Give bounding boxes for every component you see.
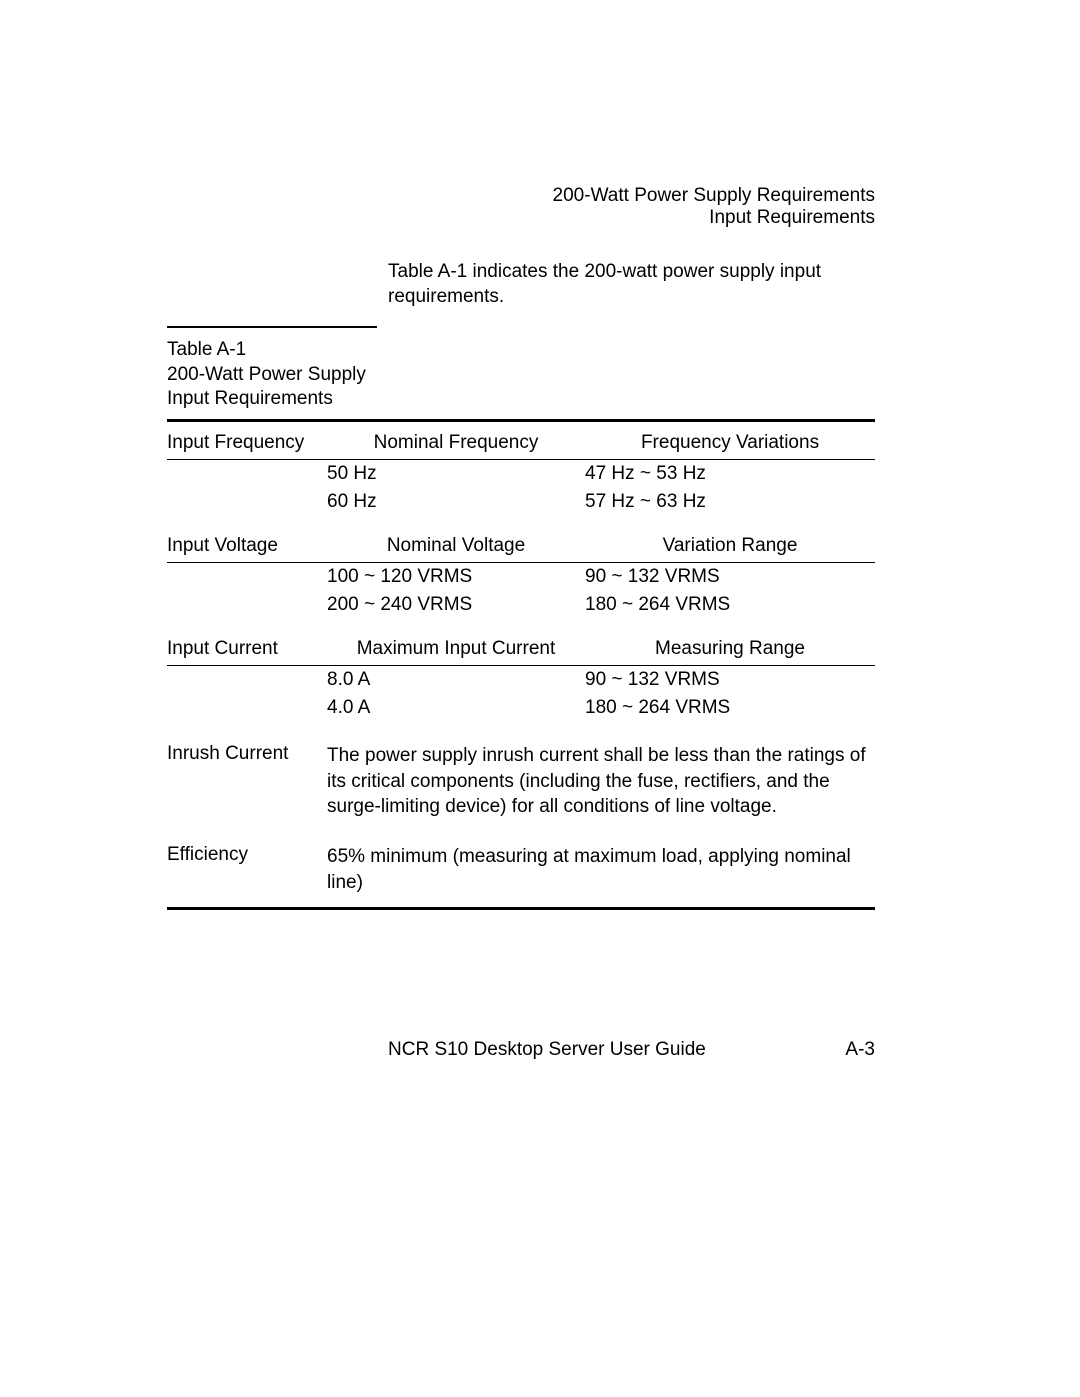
cell-value: 4.0 A [327,694,585,731]
table-caption-title: 200-Watt Power Supply Input Requirements [167,364,366,410]
table-row: Inrush Current The power supply inrush c… [167,731,875,832]
cell-value: 180 ~ 264 VRMS [585,591,875,628]
table-row: 60 Hz 57 Hz ~ 63 Hz [167,488,875,525]
table-caption: Table A-1 200-Watt Power Supply Input Re… [167,326,377,412]
cell-value: 65% minimum (measuring at maximum load, … [327,832,875,909]
cell-value: 60 Hz [327,488,585,525]
table-row: Input Frequency Nominal Frequency Freque… [167,421,875,460]
cell-value: 57 Hz ~ 63 Hz [585,488,875,525]
page-header: 200-Watt Power Supply Requirements Input… [553,185,875,229]
cell-value: 50 Hz [327,460,585,489]
header-title: 200-Watt Power Supply Requirements [553,185,875,207]
table-caption-number: Table A-1 [167,339,246,360]
table-row: Input Current Maximum Input Current Meas… [167,628,875,666]
column-header: Nominal Voltage [327,525,585,563]
cell-value: 8.0 A [327,666,585,695]
section-label: Input Frequency [167,421,327,460]
cell-value: 180 ~ 264 VRMS [585,694,875,731]
column-header: Variation Range [585,525,875,563]
cell-value: 90 ~ 132 VRMS [585,666,875,695]
section-label: Input Voltage [167,525,327,563]
column-header: Maximum Input Current [327,628,585,666]
section-label: Efficiency [167,832,327,909]
requirements-table: Input Frequency Nominal Frequency Freque… [167,419,875,910]
table-row: Input Voltage Nominal Voltage Variation … [167,525,875,563]
table-row: 8.0 A 90 ~ 132 VRMS [167,666,875,695]
section-label: Inrush Current [167,731,327,832]
footer-guide: NCR S10 Desktop Server User Guide [388,1039,706,1061]
column-header: Frequency Variations [585,421,875,460]
table-row: 4.0 A 180 ~ 264 VRMS [167,694,875,731]
cell-value: 47 Hz ~ 53 Hz [585,460,875,489]
column-header: Nominal Frequency [327,421,585,460]
table-row: 50 Hz 47 Hz ~ 53 Hz [167,460,875,489]
cell-value: The power supply inrush current shall be… [327,731,875,832]
header-subtitle: Input Requirements [553,207,875,229]
column-header: Measuring Range [585,628,875,666]
table-row: 100 ~ 120 VRMS 90 ~ 132 VRMS [167,563,875,592]
cell-value: 90 ~ 132 VRMS [585,563,875,592]
table-row: 200 ~ 240 VRMS 180 ~ 264 VRMS [167,591,875,628]
cell-value: 100 ~ 120 VRMS [327,563,585,592]
cell-value: 200 ~ 240 VRMS [327,591,585,628]
intro-paragraph: Table A-1 indicates the 200-watt power s… [388,260,878,309]
page-number: A-3 [845,1039,875,1061]
section-label: Input Current [167,628,327,666]
table-row: Efficiency 65% minimum (measuring at max… [167,832,875,909]
